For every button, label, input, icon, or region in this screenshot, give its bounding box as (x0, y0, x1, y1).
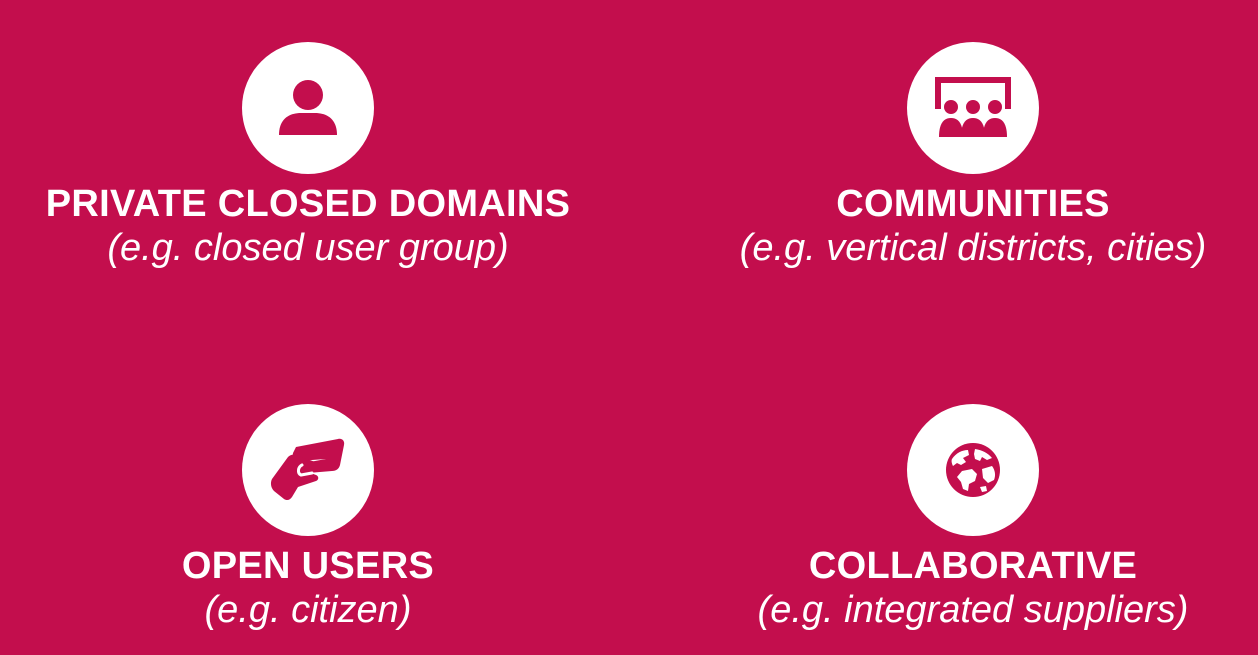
icon-circle (907, 42, 1039, 174)
tile-title: COMMUNITIES (836, 183, 1110, 225)
icon-circle (907, 404, 1039, 536)
presentation-audience-icon (935, 77, 1011, 137)
tile-private-closed-domains: PRIVATE CLOSED DOMAINS (e.g. closed user… (0, 42, 616, 270)
tile-subtitle: (e.g. vertical districts, cities) (739, 227, 1207, 269)
tile-title: OPEN USERS (181, 545, 435, 587)
tile-open-users: OPEN USERS (e.g. citizen) (0, 404, 616, 632)
tile-communities: COMMUNITIES (e.g. vertical districts, ci… (700, 42, 1246, 270)
tile-title: PRIVATE CLOSED DOMAINS (45, 183, 571, 225)
globe-icon (946, 443, 1000, 497)
handshake-icon (270, 438, 345, 501)
tile-title: COLLABORATIVE (808, 545, 1138, 587)
tile-collaborative: COLLABORATIVE (e.g. integrated suppliers… (700, 404, 1246, 632)
tile-subtitle: (e.g. citizen) (204, 589, 412, 631)
tile-subtitle: (e.g. closed user group) (107, 227, 509, 269)
person-icon (279, 80, 337, 135)
icon-circle (242, 404, 374, 536)
icon-circle (242, 42, 374, 174)
tile-subtitle: (e.g. integrated suppliers) (757, 589, 1189, 631)
